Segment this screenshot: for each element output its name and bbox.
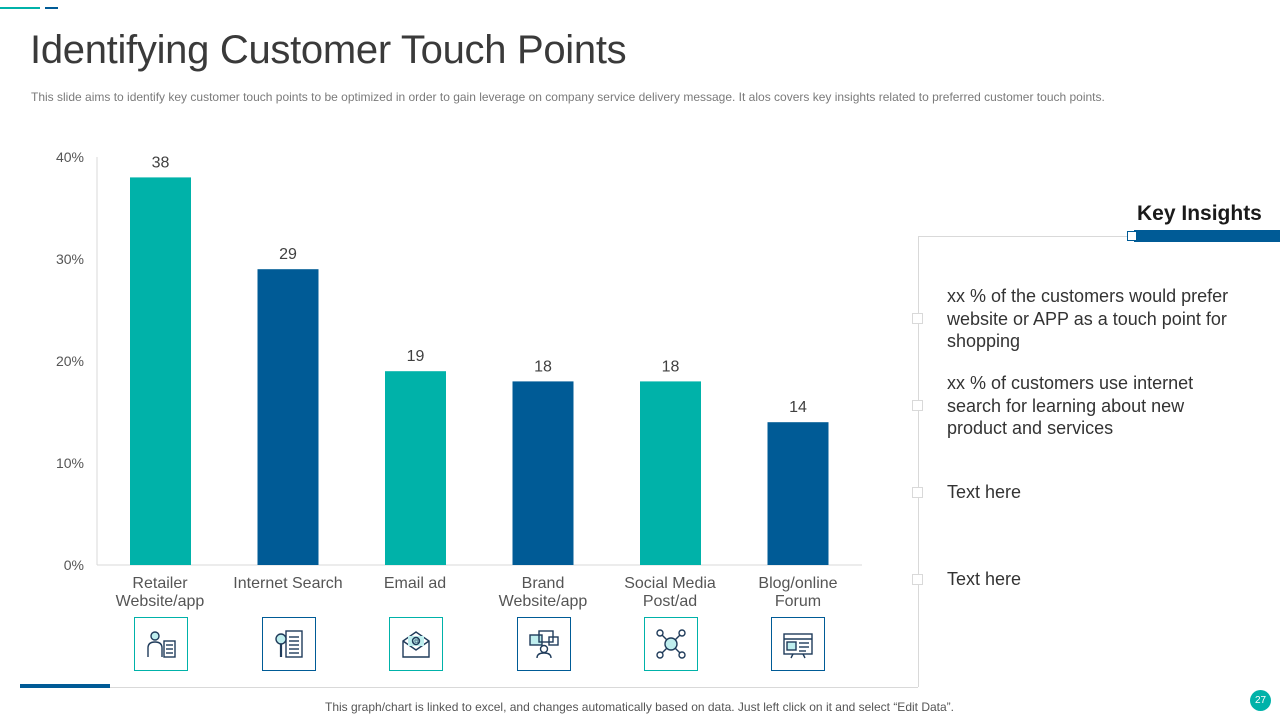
page-number-badge: 27	[1250, 690, 1271, 711]
blog-forum-icon	[771, 617, 825, 671]
y-tick-label: 40%	[56, 149, 84, 165]
y-tick-label: 10%	[56, 455, 84, 471]
svg-text:@: @	[413, 640, 419, 646]
shopper-kiosk-icon	[134, 617, 188, 671]
category-label-social-media: Social Media Post/ad	[624, 575, 716, 610]
bar[interactable]	[512, 381, 574, 565]
insight-bullet	[912, 574, 923, 585]
email-envelope-icon: @	[389, 617, 443, 671]
bar[interactable]	[130, 177, 191, 565]
bar[interactable]	[257, 269, 319, 565]
footer-note: This graph/chart is linked to excel, and…	[325, 700, 954, 714]
data-label: 18	[534, 358, 552, 375]
bar[interactable]	[385, 371, 446, 565]
key-insights-title: Key Insights	[1137, 202, 1262, 225]
bottom-accent-bar	[20, 684, 110, 688]
insight-bullet	[912, 487, 923, 498]
data-label: 14	[789, 399, 807, 416]
bar-chart[interactable]: 0% 10% 20% 30% 40% 38 29 19 18 18 14	[0, 140, 880, 580]
page-title: Identifying Customer Touch Points	[30, 28, 627, 72]
category-label-brand-website: Brand Website/app	[498, 575, 588, 610]
data-label: 29	[279, 246, 297, 263]
bar[interactable]	[767, 422, 829, 565]
social-network-icon	[644, 617, 698, 671]
insight-bullet	[912, 400, 923, 411]
page-subtitle: This slide aims to identify key customer…	[31, 90, 1105, 104]
data-label: 19	[407, 348, 425, 365]
insights-panel-border	[918, 236, 919, 687]
top-accent-line-dark	[45, 7, 58, 9]
bar[interactable]	[640, 381, 701, 565]
bottom-divider	[20, 687, 918, 688]
data-label: 38	[152, 154, 170, 171]
insight-item-2: xx % of customers use internet search fo…	[947, 373, 1194, 438]
insight-item-3: Text here	[947, 482, 1022, 502]
insights-panel-top-border	[918, 236, 1130, 237]
category-label-email: Email ad	[383, 575, 447, 592]
y-tick-label: 0%	[64, 557, 84, 573]
top-accent-line	[0, 7, 40, 9]
data-label: 18	[662, 358, 680, 375]
insight-bullet	[912, 313, 923, 324]
insight-item-4: Text here	[947, 569, 1022, 589]
search-document-icon	[262, 617, 316, 671]
category-label-blog-forum: Blog/online Forum	[758, 575, 838, 610]
y-tick-label: 30%	[56, 251, 84, 267]
y-tick-label: 20%	[56, 353, 84, 369]
category-label-internet-search: Internet Search	[233, 575, 343, 592]
key-insights-accent-bar	[1134, 230, 1280, 242]
insight-item-1: xx % of the customers would prefer websi…	[947, 286, 1229, 351]
brand-website-icon	[517, 617, 571, 671]
category-label-retailer: Retailer Website/app	[115, 575, 205, 610]
key-insights-marker	[1127, 231, 1137, 241]
